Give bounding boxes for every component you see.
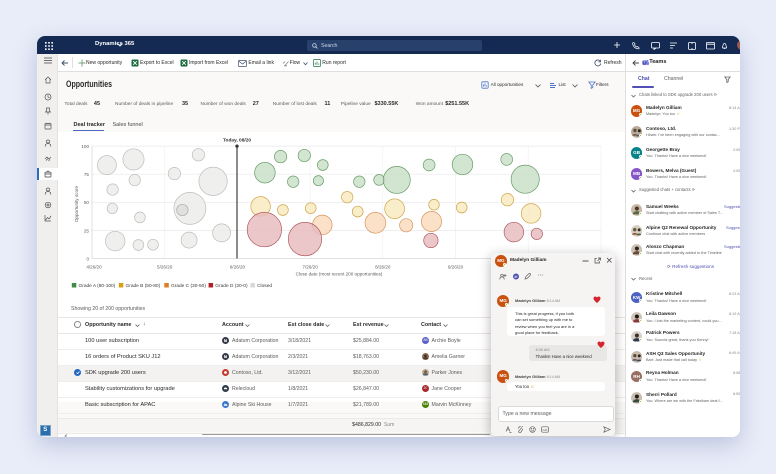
svg-text:8/26/20: 8/26/20 (375, 265, 391, 270)
svg-text:4/26/20: 4/26/20 (86, 265, 102, 270)
svg-text:Grade D (20-0): Grade D (20-0) (215, 283, 248, 289)
svg-text:Close date (most recent 200 op: Close date (most recent 200 opportunitie… (296, 272, 383, 277)
svg-text:Opportunity score: Opportunity score (74, 185, 79, 222)
svg-text:25: 25 (84, 228, 90, 233)
svg-text:GIF: GIF (543, 428, 548, 432)
svg-text:Closed: Closed (257, 283, 272, 289)
svg-text:T: T (643, 60, 646, 64)
svg-text:9/26/20: 9/26/20 (448, 265, 464, 270)
svg-text:Grade C (30-50): Grade C (30-50) (171, 283, 206, 289)
svg-text:50: 50 (84, 200, 90, 205)
svg-text:0: 0 (86, 256, 89, 261)
svg-text:5/26/20: 5/26/20 (157, 265, 173, 270)
svg-text:Grade B (50-80): Grade B (50-80) (126, 283, 161, 289)
svg-text:75: 75 (84, 172, 90, 177)
svg-text:6/26/20: 6/26/20 (230, 265, 246, 270)
svg-text:Grade A (80-100): Grade A (80-100) (79, 283, 116, 289)
svg-text:100: 100 (81, 144, 89, 149)
svg-text:Today, 08/20: Today, 08/20 (223, 138, 251, 144)
svg-text:7/26/20: 7/26/20 (302, 265, 318, 270)
